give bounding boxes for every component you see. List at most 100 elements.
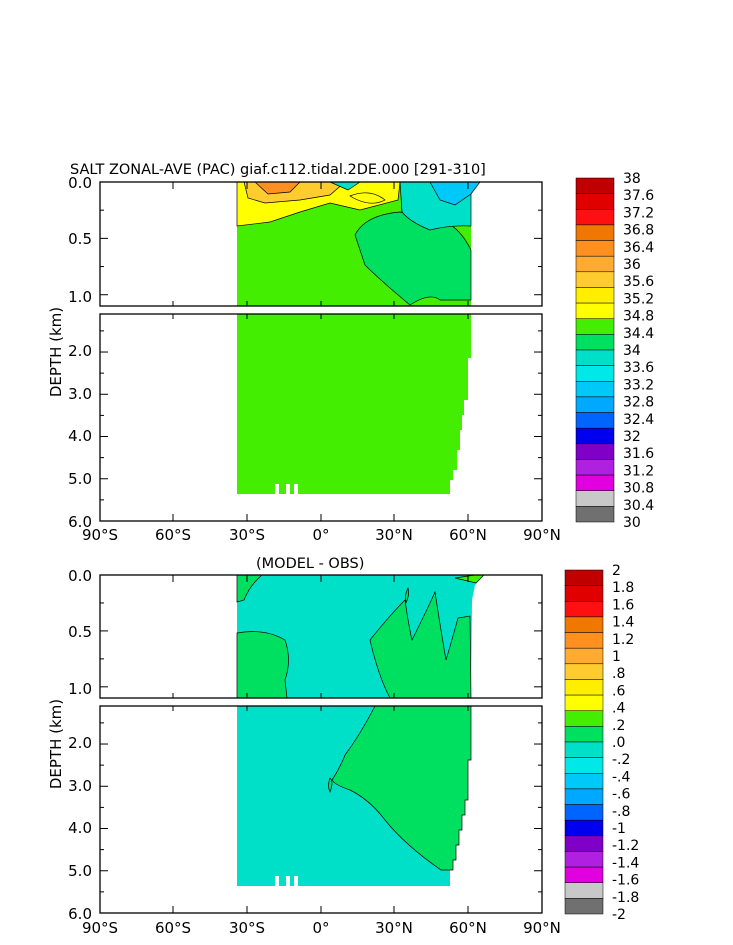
y-tick-label: 0.0	[68, 174, 92, 192]
y-tick-label: 6.0	[68, 905, 92, 923]
colorbar-swatch	[575, 412, 615, 429]
colorbar-label: 37.6	[623, 188, 654, 204]
y-tick-label: 4.0	[68, 819, 92, 837]
x-tick-label: 60°N	[449, 526, 487, 544]
colorbar-swatch	[575, 506, 615, 523]
colorbar-label: -1.2	[612, 838, 639, 854]
colorbar-swatch	[575, 318, 615, 335]
colorbar-label: 30.4	[623, 498, 654, 514]
gap-mark-3	[294, 484, 298, 494]
colorbar-label: 35.2	[623, 291, 654, 307]
chart-title: (MODEL - OBS)	[256, 556, 364, 572]
field-lower	[237, 705, 472, 886]
x-tick-label: 60°S	[155, 526, 191, 544]
y-tick-label: 3.0	[68, 385, 92, 403]
colorbar-label: 1.8	[612, 580, 634, 596]
field-upper	[236, 181, 481, 306]
field-eq-yellow	[349, 192, 386, 204]
colorbar-swatch	[564, 663, 604, 680]
colorbar-label: -1.6	[612, 873, 639, 889]
gap-mark-3	[294, 876, 298, 886]
colorbar-swatch	[575, 224, 615, 241]
field-n-spot	[404, 587, 410, 605]
colorbar-label: 36	[623, 257, 641, 273]
y-tick-label: 0.5	[68, 230, 92, 248]
x-tick-label: 60°N	[449, 919, 487, 937]
colorbar-swatch	[575, 271, 615, 288]
colorbar-label: 34	[623, 343, 641, 359]
y-tick-label: 2.0	[68, 734, 92, 752]
colorbar-swatch	[575, 349, 615, 366]
y-tick-label: 4.0	[68, 427, 92, 445]
colorbar-swatch	[564, 788, 604, 805]
field-lower	[237, 314, 471, 494]
colorbar-label: 32.8	[623, 395, 654, 411]
colorbar-swatch	[564, 804, 604, 821]
colorbar-label: 38	[623, 171, 641, 187]
colorbar-swatch	[564, 601, 604, 618]
x-tick-label: 30°N	[375, 526, 413, 544]
x-tick-label: 90°S	[82, 526, 118, 544]
colorbar-label: .8	[612, 666, 625, 682]
colorbar-label: -2	[612, 907, 626, 923]
field-deep	[237, 314, 471, 494]
colorbar-swatch	[575, 365, 615, 382]
gap-mark-1	[275, 876, 279, 886]
colorbar-label: 32.4	[623, 412, 654, 428]
field-north-green	[354, 211, 472, 306]
y-axis-label: DEPTH (km)	[47, 307, 65, 397]
colorbar-swatch	[575, 396, 615, 413]
colorbar-label: 34.8	[623, 309, 654, 325]
x-tick-label: 0°	[312, 919, 329, 937]
y-tick-label: 0.5	[68, 623, 92, 641]
colorbar-swatch	[564, 851, 604, 868]
colorbar-swatch	[564, 773, 604, 790]
colorbar-label: .6	[612, 683, 625, 699]
colorbar-label: 2	[612, 563, 621, 579]
colorbar-swatch	[575, 302, 615, 319]
y-axis-label: DEPTH (km)	[47, 699, 65, 789]
colorbar-swatch	[564, 616, 604, 633]
field-deep-green	[331, 705, 472, 871]
colorbar-swatch	[575, 490, 615, 507]
colorbar-swatch	[575, 240, 615, 257]
colorbar-swatch	[575, 474, 615, 491]
colorbar-label: -.2	[612, 752, 630, 768]
chart-title: SALT ZONAL-AVE (PAC) giaf.c112.tidal.2DE…	[70, 162, 486, 178]
colorbar-swatch	[575, 193, 615, 210]
panel-salinity: SALT ZONAL-AVE (PAC) giaf.c112.tidal.2DE…	[47, 162, 654, 544]
colorbar-swatch	[564, 679, 604, 696]
y-tick-label: 5.0	[68, 862, 92, 880]
colorbar-label: 34.4	[623, 326, 654, 342]
colorbar-swatch	[564, 882, 604, 899]
field-upper	[236, 574, 485, 699]
colorbar-label: 37.2	[623, 205, 654, 221]
colorbar-label: 1.6	[612, 597, 634, 613]
x-tick-label: 90°N	[523, 526, 561, 544]
colorbar-label: -1.8	[612, 890, 639, 906]
colorbar-swatch	[564, 585, 604, 602]
y-tick-label: 1.0	[68, 288, 92, 306]
colorbar-swatch	[564, 741, 604, 758]
colorbar-swatch	[564, 757, 604, 774]
colorbar-swatch	[575, 255, 615, 273]
colorbar-swatch	[564, 726, 604, 743]
colorbar-label: -1	[612, 821, 626, 837]
colorbar-label: 31.2	[623, 463, 654, 479]
colorbar-swatch	[575, 209, 615, 226]
colorbar-label: .0	[612, 735, 625, 751]
gap-mark-2	[286, 876, 290, 886]
gap-mark-1	[275, 484, 279, 494]
colorbar-label: 36.4	[623, 240, 654, 256]
colorbar-label: -.8	[612, 804, 630, 820]
colorbar-swatch	[564, 835, 604, 852]
colorbar-swatch	[564, 647, 604, 665]
field-deep-spot	[328, 777, 333, 793]
colorbar-swatch	[575, 459, 615, 476]
y-tick-label: 3.0	[68, 777, 92, 795]
colorbar-swatch	[564, 694, 604, 711]
colorbar-label: 30.8	[623, 481, 654, 497]
y-tick-label: 6.0	[68, 513, 92, 531]
colorbar-label: 31.6	[623, 446, 654, 462]
